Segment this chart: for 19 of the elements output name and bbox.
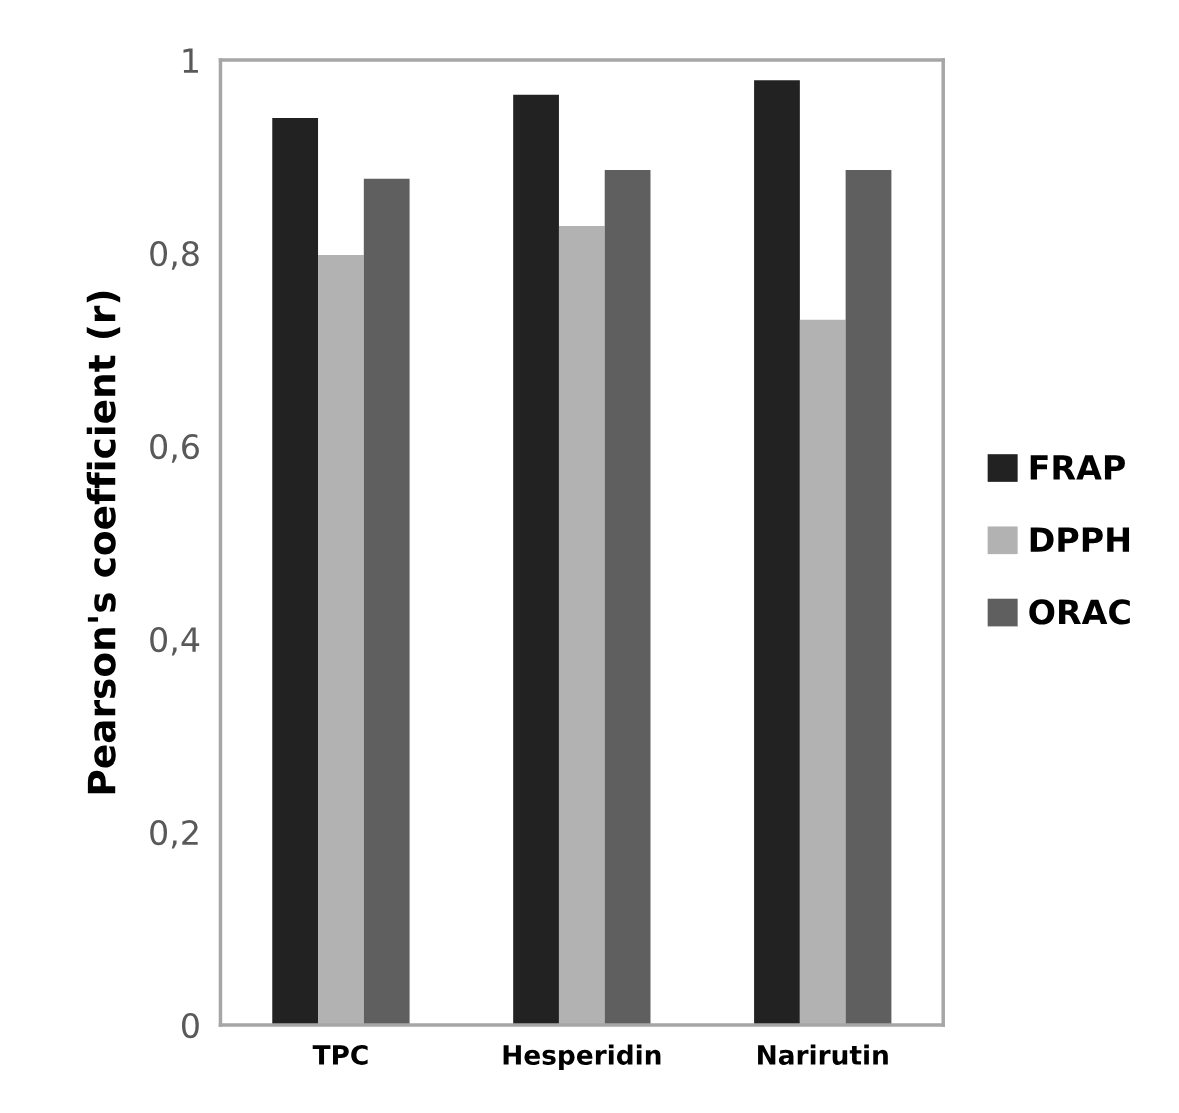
y-tick-label: 0,6 (150, 434, 199, 463)
y-tick-label: 0 (182, 1013, 199, 1039)
y-tick-label: 0,8 (150, 241, 199, 270)
y-axis-title: Pearson's coefficient (r) (86, 291, 121, 794)
bar (754, 80, 800, 1026)
bar (604, 170, 651, 1026)
x-tick-label: Hesperidin (503, 1044, 661, 1071)
x-tick-label: TPC (312, 1044, 368, 1065)
bar (513, 94, 559, 1026)
bar (845, 170, 892, 1026)
bar (272, 118, 319, 1026)
bar (363, 178, 410, 1026)
legend-label: ORAC (1029, 599, 1130, 625)
x-tick-label: Narirutin (758, 1044, 888, 1065)
legend-label: FRAP (1030, 455, 1125, 480)
y-tick-label: 0,4 (150, 627, 200, 656)
y-tick-label: 0,2 (150, 820, 198, 849)
legend-label: DPPH (1030, 527, 1130, 552)
y-tick-label: 1 (183, 48, 198, 73)
